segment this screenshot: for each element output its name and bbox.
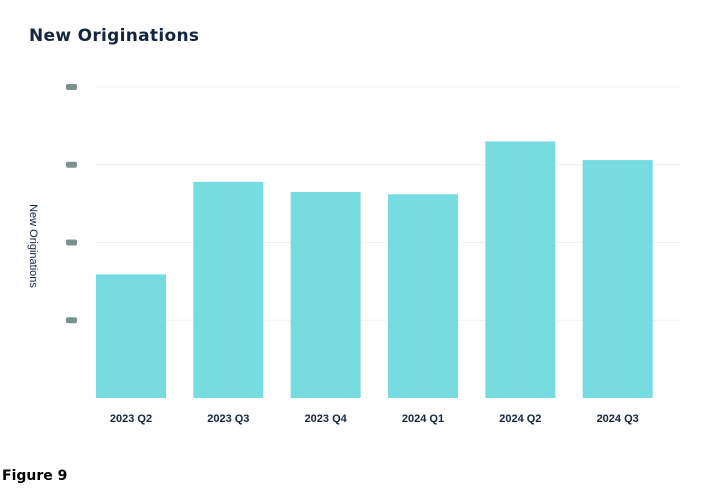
y-tick-label-redacted [66,239,77,246]
bar-2023-q2 [96,274,166,398]
y-tick-label-redacted [66,161,77,168]
x-tick-label: 2023 Q2 [110,413,152,425]
x-tick-label: 2024 Q3 [597,413,639,425]
x-tick-label: 2023 Q4 [305,413,348,425]
x-tick-label: 2024 Q2 [499,413,541,425]
bars [96,141,653,399]
bar-2024-q1 [388,194,458,398]
y-tick-labels [66,84,77,324]
y-tick-label-redacted [66,317,77,324]
bar-2023-q3 [193,181,264,398]
x-tick-labels: 2023 Q2 2023 Q3 2023 Q4 2024 Q1 2024 Q2 2024 … [110,413,639,425]
bar-2023-q4 [290,191,361,398]
bar-2024-q2 [485,141,556,399]
bar-2024-q3 [582,160,653,398]
x-tick-label: 2023 Q3 [207,413,249,425]
y-tick-label-redacted [66,84,77,90]
figure-caption: Figure 9 [2,468,68,484]
chart-title: New Originations [29,26,200,46]
x-tick-label: 2024 Q1 [402,413,444,425]
y-axis-label: New Originations [27,204,39,288]
